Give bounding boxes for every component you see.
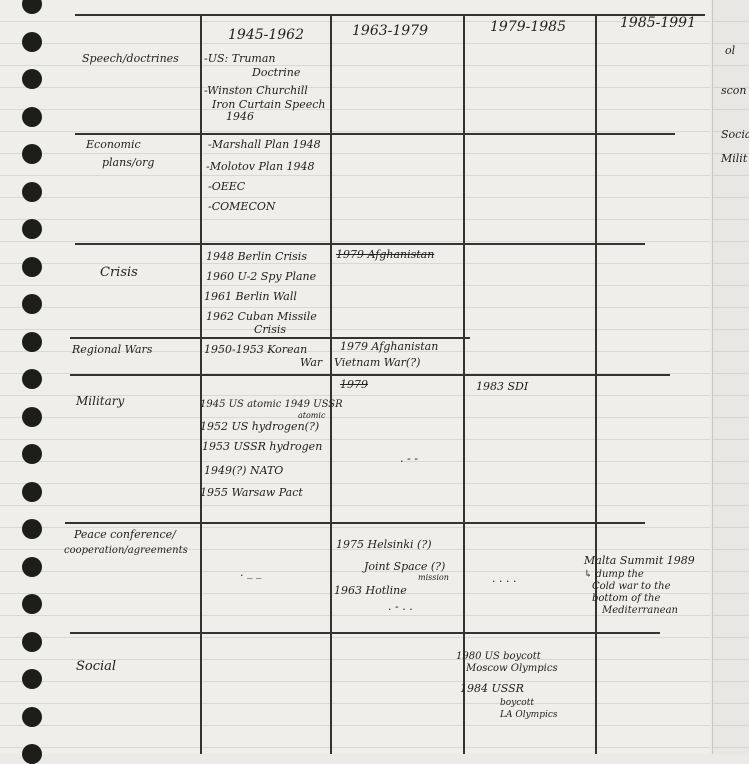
entry: 1955 Warsaw Pact	[200, 486, 303, 499]
entry: -Winston Churchill	[204, 84, 308, 97]
entry: 1950-1953 Korean	[204, 343, 308, 356]
entry: boycott	[500, 698, 534, 708]
row-label: Peace conference/	[74, 528, 176, 541]
column-header: 1979-1985	[490, 19, 566, 35]
entry: ↳ dump the	[584, 569, 644, 580]
entry: 1952 US hydrogen(?)	[200, 420, 320, 433]
binder-hole	[22, 256, 42, 277]
row-label: Military	[76, 394, 125, 408]
entry: Cold war to the	[592, 581, 671, 592]
entry: 1948 Berlin Crisis	[206, 250, 307, 263]
row-label: Speech/doctrines	[82, 52, 179, 65]
entry: -OEEC	[208, 180, 246, 193]
row-divider	[70, 374, 670, 376]
entry: 1962 Cuban Missile	[206, 310, 317, 323]
next-page-text: Milit	[721, 152, 748, 165]
binder-hole	[22, 406, 42, 427]
column-header: 1963-1979	[352, 23, 428, 39]
binder-hole	[22, 669, 42, 689]
entry: 1961 Berlin Wall	[204, 290, 297, 303]
dots: . - -	[400, 452, 418, 465]
entry: Crisis	[254, 323, 287, 336]
column-divider	[200, 14, 202, 754]
binder-hole	[22, 369, 42, 389]
row-label: Regional Wars	[72, 343, 153, 356]
entry: 1960 U-2 Spy Plane	[206, 270, 317, 283]
row-label: cooperation/agreements	[64, 545, 188, 556]
entry: Vietnam War(?)	[334, 356, 421, 369]
rule	[75, 14, 705, 16]
row-label: Economic	[86, 138, 141, 151]
entry: 1945 US atomic 1949 USSR	[200, 399, 343, 410]
next-page: ol scon Socia Milit	[712, 0, 749, 754]
row-label: Crisis	[100, 265, 138, 280]
binder-hole	[22, 69, 42, 89]
column-header: 1945-1962	[228, 27, 304, 43]
entry: 1953 USSR hydrogen	[202, 440, 323, 453]
binder-hole	[22, 106, 42, 127]
binder-hole	[22, 481, 42, 502]
binder-hole	[22, 519, 42, 539]
notebook-page: 1945-1962 1963-1979 1979-1985 1985-1991 …	[0, 0, 710, 764]
next-page-text: scon	[721, 84, 747, 97]
row-divider	[75, 243, 645, 245]
binder-hole	[22, 219, 42, 239]
row-label: Social	[76, 659, 117, 674]
binder-hole	[22, 594, 42, 614]
entry: 1984 USSR	[460, 682, 524, 695]
row-divider	[70, 632, 660, 634]
entry: -US: Truman	[204, 52, 276, 65]
entry: -COMECON	[208, 200, 276, 213]
entry: -Molotov Plan 1948	[206, 160, 315, 173]
dots: . _ _	[240, 566, 262, 579]
entry: Malta Summit 1989	[584, 554, 695, 567]
column-divider	[595, 14, 597, 754]
entry: bottom of the	[592, 593, 661, 604]
entry: Doctrine	[252, 66, 301, 79]
entry: -Marshall Plan 1948	[208, 138, 321, 151]
binder-hole	[22, 556, 42, 577]
binder-hole	[22, 706, 42, 727]
entry: 1963 Hotline	[334, 584, 407, 597]
entry: Joint Space (?)	[364, 560, 446, 573]
binder-hole	[22, 631, 42, 652]
entry: War	[300, 356, 323, 369]
binder-hole	[22, 744, 42, 764]
row-label: plans/org	[102, 156, 155, 169]
binder-hole	[22, 294, 42, 314]
entry: 1946	[226, 110, 254, 123]
dots: . - . .	[388, 600, 413, 613]
entry: 1980 US boycott	[456, 651, 541, 662]
binder-hole	[22, 31, 42, 52]
entry: Iron Curtain Speech	[212, 98, 326, 111]
entry: Mediterranean	[602, 605, 678, 616]
binder-hole	[22, 444, 42, 464]
binder-hole	[22, 144, 42, 164]
column-header: 1985-1991	[620, 15, 696, 31]
entry: Moscow Olympics	[466, 663, 558, 674]
row-divider	[75, 133, 675, 135]
entry: LA Olympics	[500, 710, 558, 720]
entry: 1949(?) NATO	[204, 464, 284, 477]
dots: . . . .	[492, 572, 517, 585]
binder-hole	[22, 0, 42, 14]
binder-hole	[22, 331, 42, 352]
entry: atomic	[298, 411, 326, 420]
binder-hole	[22, 181, 42, 202]
entry: 1975 Helsinki (?)	[336, 538, 432, 551]
struck-entry: 1979	[340, 378, 368, 391]
next-page-text: ol	[725, 44, 736, 57]
next-page-text: Socia	[721, 128, 749, 141]
row-divider	[70, 337, 470, 339]
column-divider	[330, 14, 332, 754]
column-divider	[463, 14, 465, 754]
entry: 1979 Afghanistan	[340, 340, 439, 353]
entry: mission	[418, 573, 449, 582]
struck-entry: 1979 Afghanistan	[336, 248, 435, 261]
row-divider	[65, 522, 645, 524]
entry: 1983 SDI	[476, 380, 529, 393]
